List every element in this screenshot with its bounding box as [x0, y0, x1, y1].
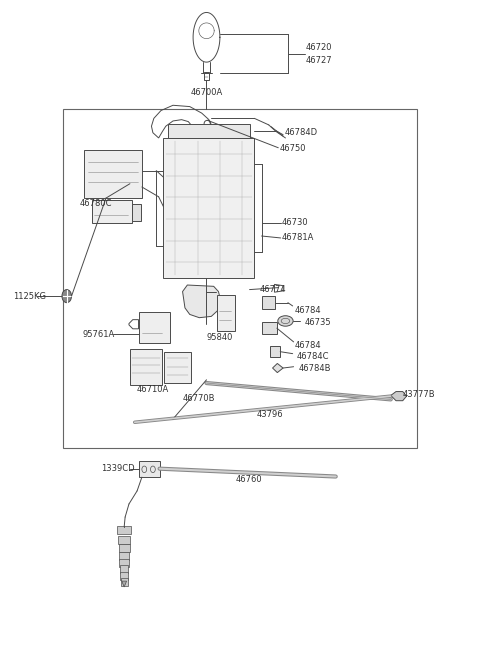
Text: 43777B: 43777B [403, 390, 435, 400]
Text: 46774: 46774 [259, 285, 286, 294]
Bar [63, 109, 417, 449]
Text: 46720: 46720 [306, 43, 333, 52]
Text: 95840: 95840 [206, 333, 233, 343]
Text: 46727: 46727 [306, 56, 333, 65]
Bar [118, 536, 131, 544]
Text: 1339CD: 1339CD [101, 464, 135, 473]
Bar [204, 72, 209, 80]
Polygon shape [122, 581, 127, 587]
Text: 1125KG: 1125KG [12, 291, 46, 301]
Bar [262, 296, 275, 309]
Bar [120, 565, 129, 573]
Text: 46784B: 46784B [299, 364, 331, 373]
Text: 46760: 46760 [235, 476, 262, 484]
Bar [168, 124, 250, 138]
Text: 46784: 46784 [295, 341, 322, 350]
Polygon shape [273, 364, 283, 373]
Bar [120, 559, 129, 567]
Bar [130, 349, 162, 385]
Bar [132, 204, 141, 221]
Ellipse shape [62, 290, 72, 303]
Text: 46730: 46730 [282, 218, 309, 227]
Bar [262, 322, 277, 334]
Bar [217, 295, 235, 331]
Bar [120, 578, 128, 586]
Text: 95761A: 95761A [82, 329, 114, 339]
Bar [140, 461, 159, 477]
Bar [270, 346, 280, 357]
Bar [119, 552, 130, 560]
Polygon shape [391, 392, 407, 401]
Bar [139, 312, 169, 343]
Text: 46784C: 46784C [297, 352, 329, 362]
Bar [120, 572, 128, 580]
Text: 46710A: 46710A [137, 385, 169, 394]
Text: 46784: 46784 [295, 306, 322, 315]
Bar [163, 138, 254, 278]
Bar [92, 200, 132, 223]
Bar [84, 150, 142, 198]
Text: 46700A: 46700A [191, 88, 223, 98]
Text: 46780C: 46780C [80, 199, 112, 208]
Text: 46735: 46735 [305, 318, 331, 327]
Text: 43796: 43796 [257, 410, 283, 419]
Bar [119, 544, 130, 552]
Polygon shape [182, 285, 221, 318]
Ellipse shape [278, 316, 293, 326]
Bar [117, 526, 132, 534]
Text: 46784D: 46784D [285, 128, 318, 138]
Text: 46750: 46750 [280, 144, 306, 153]
Text: 46781A: 46781A [282, 233, 314, 242]
Text: 46770B: 46770B [182, 394, 215, 403]
Bar [164, 352, 191, 383]
